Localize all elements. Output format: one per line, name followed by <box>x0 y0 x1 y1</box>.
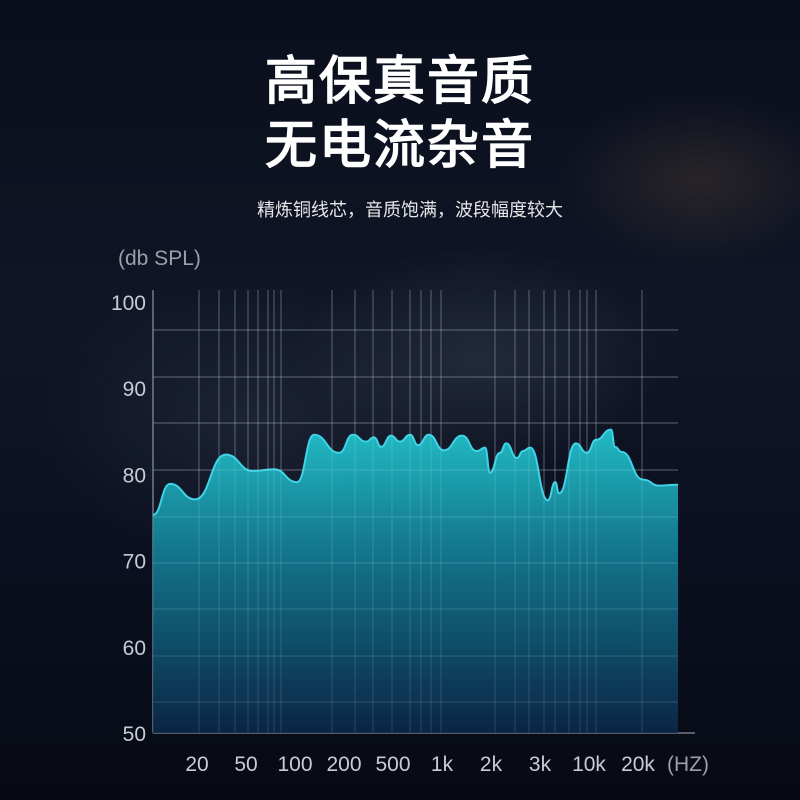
x-tick-label: 1k <box>431 753 454 776</box>
y-axis-label: (db SPL) <box>118 247 201 270</box>
headline-line-1: 高保真音质 <box>264 52 535 112</box>
x-tick-label: 3k <box>529 753 552 776</box>
x-tick-label: 2k <box>480 753 503 776</box>
y-tick-label: 80 <box>123 464 146 487</box>
x-axis-label: (HZ) <box>667 753 709 776</box>
y-tick-label: 90 <box>123 378 146 401</box>
x-tick-label: 500 <box>375 753 410 776</box>
response-line <box>152 428 679 516</box>
grid-overlay <box>153 290 678 733</box>
headline-line-2: 无电流杂音 <box>264 116 535 176</box>
x-tick-label: 50 <box>234 753 257 776</box>
response-area <box>153 429 678 733</box>
x-tick-label: 20k <box>621 753 655 776</box>
y-tick-label: 60 <box>123 637 146 660</box>
y-tick-label: 70 <box>123 551 146 574</box>
y-tick-label: 100 <box>111 292 146 315</box>
x-tick-label: 200 <box>326 753 361 776</box>
x-tick-label: 10k <box>572 753 606 776</box>
subtitle: 精炼铜线芯，音质饱满，波段幅度较大 <box>257 200 563 221</box>
x-tick-label: 100 <box>277 753 312 776</box>
x-tick-label: 20 <box>185 753 208 776</box>
y-tick-label: 50 <box>123 723 146 746</box>
